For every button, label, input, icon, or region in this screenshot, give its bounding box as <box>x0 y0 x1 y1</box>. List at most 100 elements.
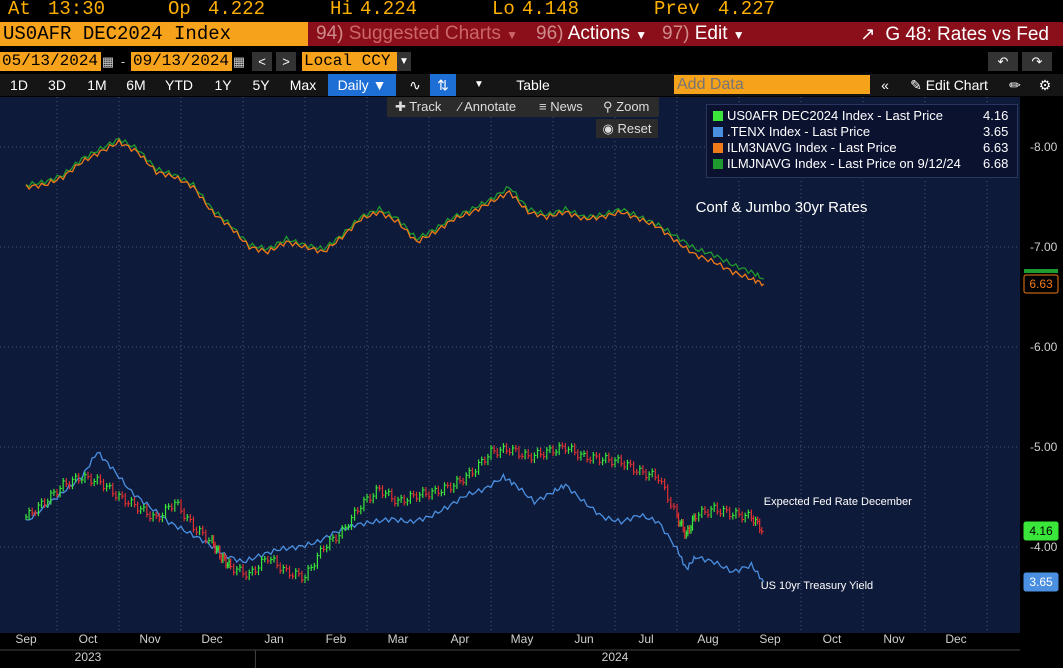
x-tick-label: Nov <box>883 632 904 646</box>
zoom-tool[interactable]: ⚲ Zoom <box>603 97 649 117</box>
chart-annotation: Expected Fed Rate December <box>764 496 912 508</box>
quote-prev-label: Prev <box>654 0 700 20</box>
x-tick-label: Sep <box>15 632 37 646</box>
legend-item-fed[interactable]: US0AFR DEC2024 Index - Last Price 4.16 <box>713 108 1008 124</box>
x-tick-label: May <box>511 632 534 646</box>
menu-number: 94) <box>316 23 344 44</box>
annotate-icon: ∕ <box>459 99 462 114</box>
bar-chart-icon[interactable]: ⇅ <box>430 74 456 96</box>
track-tool[interactable]: ✚ Track <box>395 97 441 117</box>
calendar-icon[interactable]: ▦ <box>101 52 115 71</box>
x-tick-label: Sep <box>759 632 781 646</box>
legend-item-tenx[interactable]: .TENX Index - Last Price 3.65 <box>713 124 1008 140</box>
legend-swatch <box>713 111 723 121</box>
chevron-down-icon: ▼ <box>506 28 519 42</box>
range-3d-button[interactable]: 3D <box>48 77 66 93</box>
chevron-down-icon: ▼ <box>635 28 648 42</box>
range-1y-button[interactable]: 1Y <box>214 77 232 93</box>
security-field[interactable]: US0AFR DEC2024 Index <box>0 22 308 46</box>
annotate-label: Annotate <box>464 99 517 114</box>
actions-menu[interactable]: 96) Actions ▼ <box>536 22 647 46</box>
reset-icon: ◉ <box>602 121 614 136</box>
annotate-edit-icon[interactable]: ✏ <box>1009 77 1021 93</box>
chevron-down-icon[interactable]: ▼ <box>474 79 484 90</box>
range-max-button[interactable]: Max <box>289 77 317 93</box>
chevron-down-icon: ▼ <box>732 28 745 42</box>
y-tick-label: -7.00 <box>1030 240 1058 254</box>
menu-number: 96) <box>536 23 564 44</box>
range-5y-button[interactable]: 5Y <box>252 77 270 93</box>
currency-select[interactable]: Local CCY <box>302 52 398 71</box>
suggested-charts-label: Suggested Charts <box>348 23 501 44</box>
track-label: Track <box>409 99 442 114</box>
redo-icon[interactable]: ↷ <box>1022 52 1052 71</box>
x-year-label: 2023 <box>75 650 102 664</box>
undo-icon[interactable]: ↶ <box>988 52 1018 71</box>
edit-menu[interactable]: 97) Edit ▼ <box>662 22 745 46</box>
legend-swatch <box>713 143 723 153</box>
legend-label: US0AFR DEC2024 Index - Last Price <box>727 108 944 123</box>
last-price-label: 6.63 <box>1029 277 1053 291</box>
gear-icon[interactable]: ⚙ <box>1038 77 1052 93</box>
legend-label: ILMJNAVG Index - Last Price on 9/12/24 <box>727 156 961 171</box>
reset-label: Reset <box>617 121 652 136</box>
end-date-field[interactable]: 09/13/2024 <box>131 52 233 71</box>
x-tick-label: Apr <box>451 632 470 646</box>
chevron-right-icon[interactable]: > <box>276 52 296 71</box>
range-ytd-button[interactable]: YTD <box>165 77 193 93</box>
legend-label: .TENX Index - Last Price <box>727 124 871 139</box>
collapse-icon[interactable]: « <box>881 77 889 93</box>
add-data-input[interactable] <box>674 75 870 94</box>
frequency-select[interactable]: Daily ▼ <box>328 74 396 96</box>
chart-annotation: Conf & Jumbo 30yr Rates <box>696 199 868 216</box>
x-axis: Sep Oct Nov Dec Jan Feb Mar Apr May Jun Jul Aug Sep O… <box>0 632 1020 668</box>
start-date-field[interactable]: 05/13/2024 <box>0 52 102 71</box>
news-tool[interactable]: ≡ News <box>539 97 583 117</box>
line-chart-icon[interactable]: ∿ <box>409 77 421 93</box>
external-link-icon[interactable]: ↗ <box>860 24 876 44</box>
edit-chart-button[interactable]: ✎ Edit Chart <box>900 74 998 96</box>
legend-value: 4.16 <box>983 108 1009 123</box>
edit-chart-label: Edit Chart <box>925 77 988 93</box>
last-price-label: 4.16 <box>1029 524 1053 538</box>
quote-lo-label: Lo <box>492 0 515 20</box>
legend-item-ilm3[interactable]: ILM3NAVG Index - Last Price 6.63 <box>713 140 1008 156</box>
y-tick-label: -6.00 <box>1030 340 1058 354</box>
x-tick-label: Mar <box>388 632 409 646</box>
quote-at-value: 13:30 <box>48 0 106 20</box>
table-button[interactable]: Table <box>516 77 550 93</box>
range-6m-button[interactable]: 6M <box>126 77 146 93</box>
pencil-icon: ✎ <box>910 77 922 93</box>
chart-title[interactable]: ↗ G 48: Rates vs Fed <box>860 22 1049 46</box>
x-tick-label: Dec <box>945 632 966 646</box>
chevron-left-icon[interactable]: < <box>252 52 272 71</box>
x-tick-label: Jan <box>264 632 283 646</box>
legend-swatch <box>713 159 723 169</box>
x-tick-label: Oct <box>79 632 98 646</box>
chart-area[interactable]: -8.00 -7.00 -6.00 -5.00 -4.00 Conf & Jumbo 3… <box>0 97 1063 668</box>
crosshair-icon: ✚ <box>395 99 406 114</box>
legend-swatch <box>713 127 723 137</box>
reset-button[interactable]: ◉ Reset <box>596 119 658 138</box>
calendar-icon[interactable]: ▦ <box>232 52 246 71</box>
last-price-marker-ilmj <box>1024 269 1058 273</box>
chart-title-text: G 48: Rates vs Fed <box>885 24 1049 45</box>
y-tick-label: -4.00 <box>1030 540 1058 554</box>
annotate-tool[interactable]: ∕ Annotate <box>459 97 516 117</box>
quote-lo-value: 4.148 <box>522 0 580 20</box>
range-1d-button[interactable]: 1D <box>10 77 28 93</box>
series-layer <box>25 137 765 583</box>
suggested-charts-menu[interactable]: 94) Suggested Charts ▼ <box>316 22 518 46</box>
x-tick-label: Feb <box>326 632 347 646</box>
chevron-down-icon[interactable]: ▼ <box>397 52 411 71</box>
zoom-label: Zoom <box>616 99 650 114</box>
quote-prev-value: 4.227 <box>718 0 776 20</box>
actions-label: Actions <box>567 23 631 44</box>
last-price-label: 3.65 <box>1029 575 1053 589</box>
title-bar: US0AFR DEC2024 Index 94) Suggested Chart… <box>0 22 1063 46</box>
x-tick-label: Jun <box>574 632 593 646</box>
legend-item-ilmj[interactable]: ILMJNAVG Index - Last Price on 9/12/24 6.… <box>713 156 1008 172</box>
last-price-box <box>1023 274 1059 294</box>
axis-background <box>1020 97 1063 633</box>
range-1m-button[interactable]: 1M <box>87 77 107 93</box>
